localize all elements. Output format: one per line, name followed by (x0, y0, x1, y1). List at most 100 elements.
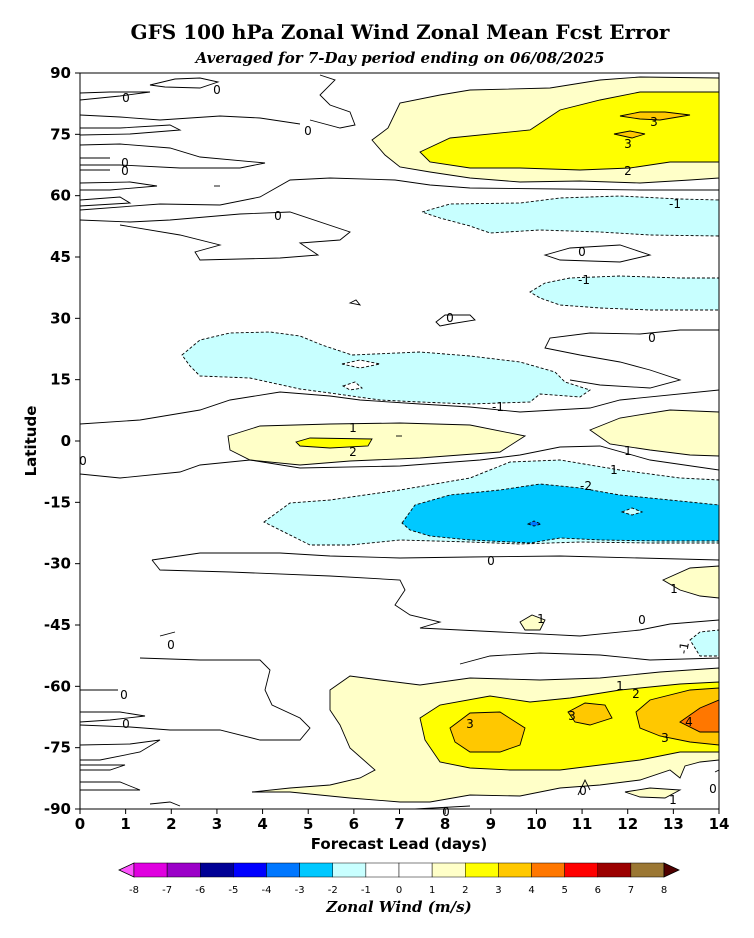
colorbar-swatch (332, 862, 367, 878)
x-tick-label: 6 (349, 815, 359, 833)
chart-subtitle: Averaged for 7-Day period ending on 06/0… (195, 49, 605, 67)
colorbar-tick-label: -4 (262, 885, 272, 896)
y-tick-label: -90 (44, 800, 71, 818)
contour-label: 1 (349, 421, 357, 435)
colorbar-swatch (630, 862, 665, 878)
contour-region (662, 565, 719, 599)
colorbar-tick-label: 8 (661, 885, 667, 896)
contour-label: -1 (669, 197, 681, 211)
x-tick-label: 12 (617, 815, 638, 833)
colorbar-swatch (431, 862, 466, 878)
zero-contour (80, 711, 146, 723)
contour-label: 1 (669, 793, 677, 807)
x-tick-label: 8 (440, 815, 450, 833)
contour-label: 0 (578, 245, 586, 259)
contour-region (589, 409, 719, 457)
contour-label: 3 (650, 115, 658, 129)
colorbar-swatch (597, 862, 632, 878)
x-tick-label: 0 (75, 815, 85, 833)
zero-contour (159, 631, 176, 637)
y-tick-label: 0 (61, 432, 71, 450)
contour-region (613, 130, 646, 139)
zero-contour (80, 211, 351, 261)
colorbar-tick-label: 3 (495, 885, 501, 896)
x-tick-label: 13 (663, 815, 684, 833)
contour-field (80, 74, 719, 809)
zero-contour (544, 329, 719, 389)
zero-contour (80, 657, 311, 741)
contour-label: 0 (709, 782, 717, 796)
colorbar-swatch (564, 862, 598, 878)
y-tick-label: -15 (44, 493, 71, 511)
contour-region (419, 91, 719, 171)
colorbar-tick-label: -2 (328, 885, 338, 896)
zero-contour (459, 652, 719, 665)
contour-label: 0 (213, 83, 221, 97)
colorbar-tick-label: -6 (195, 885, 205, 896)
zero-contour (149, 77, 220, 89)
contour-region (420, 195, 719, 237)
contour-region (689, 629, 719, 657)
chart-title: GFS 100 hPa Zonal Wind Zonal Mean Fcst E… (130, 20, 670, 44)
contour-label: 0 (122, 717, 130, 731)
x-tick-label: 11 (572, 815, 593, 833)
contour-label: 0 (79, 454, 87, 468)
contour-label: 3 (661, 731, 669, 745)
zero-contour (80, 177, 719, 211)
contour-label: 1 (624, 444, 632, 458)
zero-contour (714, 769, 719, 773)
colorbar-tick-label: -1 (361, 885, 371, 896)
contour-label: 0 (648, 331, 656, 345)
zero-contour (80, 196, 132, 207)
x-tick-label: 9 (486, 815, 496, 833)
zero-contour (151, 552, 719, 561)
contour-label: 2 (632, 687, 640, 701)
contour-label: 0 (638, 613, 646, 627)
x-tick-label: 2 (166, 815, 176, 833)
contour-label: 0 (122, 91, 130, 105)
zero-contour (309, 74, 356, 129)
x-tick-label: 14 (709, 815, 730, 833)
zero-contour (80, 764, 126, 771)
zero-contour (577, 778, 591, 796)
colorbar-tick-label: 1 (429, 885, 435, 896)
contour-label: 3 (624, 137, 632, 151)
zero-contour (80, 143, 266, 169)
contour-label: 0 (120, 688, 128, 702)
contour-label: 1 (537, 612, 545, 626)
contour-region (341, 381, 364, 391)
zero-contour (80, 445, 719, 479)
zero-contour (80, 124, 182, 136)
zero-contour (80, 114, 301, 125)
colorbar-extend-low (118, 862, 135, 878)
x-tick-label: 4 (257, 815, 267, 833)
colorbar-swatch (365, 862, 400, 878)
contour-region (181, 331, 592, 405)
contour-label: 3 (568, 709, 576, 723)
zero-contour (151, 559, 719, 637)
contour-label: -1 (578, 273, 590, 287)
y-tick-label: -45 (44, 616, 71, 634)
zero-contour (149, 801, 181, 807)
x-tick-label: 10 (526, 815, 547, 833)
contour-region (619, 111, 691, 121)
contour-label: 2 (624, 164, 632, 178)
contour-label: 0 (121, 156, 129, 170)
y-tick-label: 30 (50, 309, 71, 327)
x-axis-label: Forecast Lead (days) (311, 835, 487, 853)
zero-contour (543, 244, 652, 263)
contour-region (679, 699, 719, 733)
contour-label: 0 (274, 209, 282, 223)
zero-contour (348, 299, 362, 306)
colorbar-swatch (200, 862, 234, 878)
y-tick-label: -75 (44, 739, 71, 757)
x-axis: 0 1 2 3 4 5 6 7 8 9 10 11 12 13 14 (75, 809, 730, 833)
contour-label: 3 (466, 717, 474, 731)
colorbar-swatch (398, 862, 433, 878)
x-tick-label: 1 (120, 815, 130, 833)
zero-contour (80, 781, 141, 791)
y-tick-label: -30 (44, 555, 71, 573)
colorbar-tick-label: 6 (595, 885, 601, 896)
contour-label: 0 (487, 554, 495, 568)
